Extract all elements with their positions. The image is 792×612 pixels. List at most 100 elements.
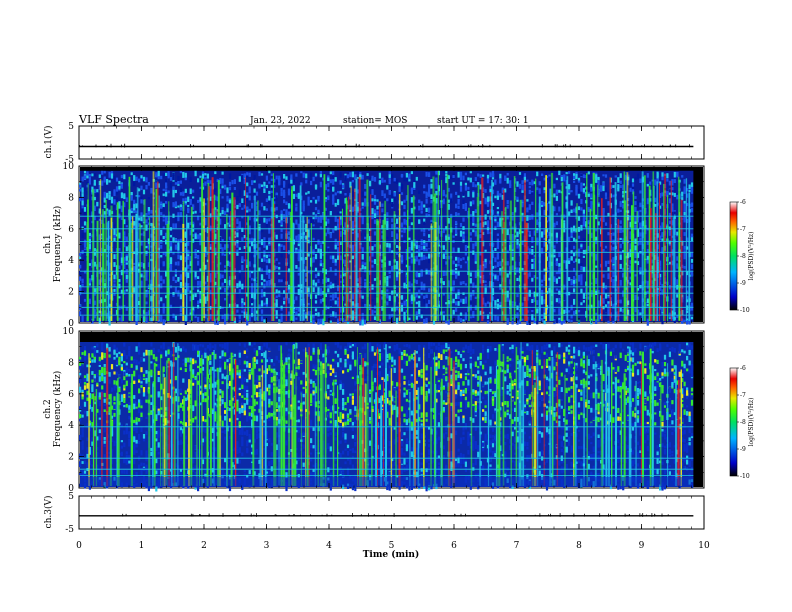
spectrogram-cell — [573, 267, 576, 272]
spectrogram-cell — [251, 310, 254, 317]
spectrogram-cell — [577, 220, 581, 226]
spectrogram-cell — [108, 294, 111, 300]
spectrogram-cell — [125, 197, 128, 202]
spectrogram-cell — [686, 241, 689, 244]
spectrogram-cell — [459, 298, 463, 303]
spectrogram-cell — [447, 199, 450, 203]
spectrogram-cell — [646, 259, 649, 264]
spectrogram-cell — [494, 257, 497, 263]
spectrogram-cell — [405, 277, 409, 284]
spectrogram-cell — [661, 307, 664, 313]
spectrogram-cell — [428, 238, 431, 242]
spectrogram-cell — [408, 256, 411, 259]
spectrogram-cell — [98, 417, 101, 420]
spectrogram-cell — [327, 195, 330, 198]
spectrogram-cell — [501, 248, 504, 253]
spectrogram-cell — [612, 272, 615, 275]
spectrogram-cell — [349, 172, 352, 178]
spectrogram-cell — [108, 320, 111, 326]
spectrogram-cell — [113, 190, 116, 196]
spectrogram-cell — [332, 229, 335, 233]
spectrogram-cell — [521, 267, 524, 271]
spectrogram-cell — [204, 246, 207, 253]
spectrogram-cell — [324, 184, 328, 191]
spectrogram-cell — [364, 290, 367, 294]
spectrogram-cell — [405, 271, 409, 276]
spectrogram-cell — [636, 228, 640, 233]
spectrogram-cell — [371, 252, 374, 257]
spectrogram-cell — [96, 201, 99, 207]
spectrogram-cell — [344, 254, 347, 257]
spectrogram-cell — [486, 174, 490, 179]
spectrogram-cell — [442, 170, 445, 173]
spectrogram-cell — [457, 205, 460, 209]
spectrogram-cell — [108, 246, 111, 251]
spectrogram-cell — [489, 188, 492, 193]
spectrogram-cell — [668, 261, 672, 265]
spectrogram-cell — [103, 427, 106, 433]
spectrogram-cell — [683, 188, 686, 194]
spectrogram-cell — [538, 188, 541, 194]
spectrogram-cell — [91, 346, 94, 350]
spectrogram-cell — [224, 288, 227, 293]
spectrogram-cell — [248, 229, 251, 235]
spectrogram-cell — [499, 279, 502, 285]
spectrogram-cell — [349, 216, 352, 221]
spectrogram-burst — [116, 202, 119, 321]
spectrogram-cell — [528, 272, 531, 277]
spectrogram-cell — [437, 230, 441, 234]
spectrogram-cell — [216, 288, 219, 294]
spectrogram-cell — [292, 185, 296, 192]
spectrogram-cell — [120, 205, 124, 210]
spectrogram-cell — [317, 287, 320, 292]
spectrogram-cell — [337, 285, 340, 292]
spectrogram-cell — [371, 287, 374, 290]
spectrogram-cell — [113, 345, 116, 350]
spectrogram-cell — [373, 295, 377, 298]
figure-title: VLF Spectra — [78, 113, 149, 126]
spectrogram-cell — [533, 184, 536, 189]
spectrogram-cell — [349, 256, 352, 261]
spectrogram-cell — [93, 430, 96, 437]
spectrogram-cell — [484, 204, 487, 209]
spectrogram-cell — [255, 282, 259, 288]
spectrogram-cell — [322, 318, 325, 323]
spectrogram-cell — [403, 282, 406, 289]
spectrogram-cell — [221, 306, 224, 309]
spectrogram-cell — [469, 292, 472, 296]
spectrogram-cell — [494, 315, 497, 321]
spectrogram-cell — [521, 311, 524, 316]
spectrogram-cell — [238, 247, 241, 250]
spectrogram-cell — [499, 301, 502, 308]
spectrogram-cell — [314, 308, 318, 312]
spectrogram-cell — [169, 313, 173, 320]
spectrogram-cell — [570, 190, 573, 193]
spectrogram-cell — [570, 209, 573, 213]
spectrogram-cell — [602, 185, 605, 192]
spectrogram-cell — [501, 241, 504, 245]
spectrogram-cell — [391, 218, 394, 223]
spectrogram-cell — [339, 307, 342, 313]
spectrogram-cell — [255, 310, 259, 314]
spectrogram-cell — [455, 275, 458, 279]
spectrogram-cell — [243, 173, 246, 176]
spectrogram-burst — [338, 216, 341, 321]
spectrogram-cell — [145, 252, 148, 256]
spectrogram-cell — [494, 179, 497, 183]
spectrogram-cell — [79, 253, 82, 256]
spectrogram-cell — [123, 194, 126, 199]
spectrogram-cell — [314, 173, 318, 176]
spectrogram-cell — [469, 237, 472, 242]
spectrogram-cell — [172, 186, 175, 190]
spectrogram-cell — [342, 206, 345, 211]
spectrogram-cell — [491, 173, 495, 178]
spectrogram-cell — [506, 253, 509, 259]
spectrogram-cell — [199, 222, 202, 226]
spectrogram-cell — [96, 409, 99, 413]
spectrogram-cell — [243, 205, 246, 209]
spectrogram-cell — [531, 299, 534, 303]
spectrogram-cell — [639, 219, 642, 222]
spectrogram-cell — [278, 290, 281, 294]
spectrogram-cell — [324, 293, 328, 297]
spectrogram-cell — [260, 304, 264, 308]
